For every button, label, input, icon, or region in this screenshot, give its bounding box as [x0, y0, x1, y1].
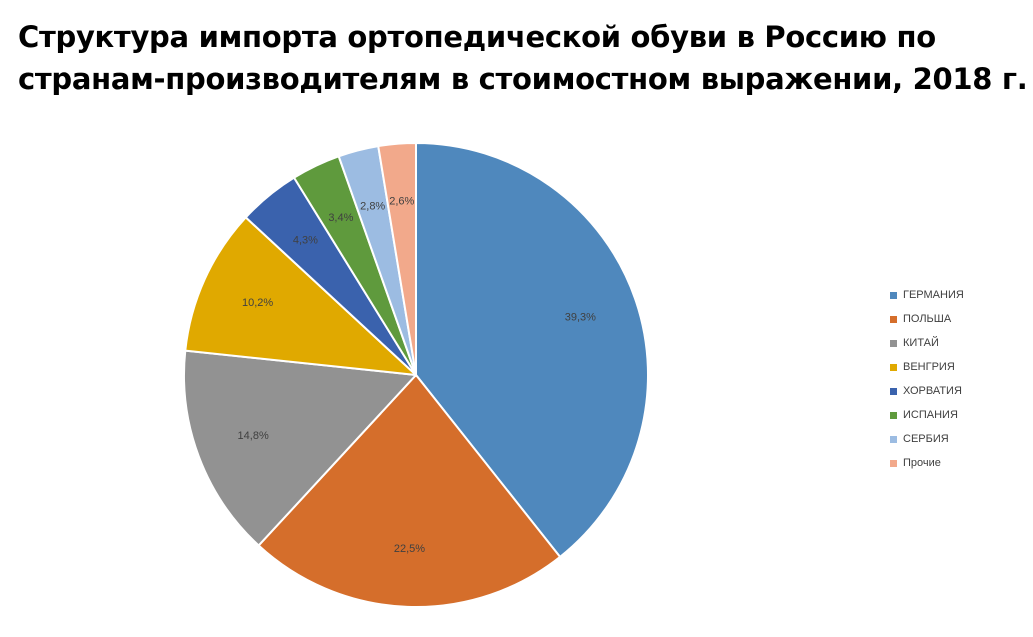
legend-label: СЕРБИЯ	[903, 433, 949, 445]
data-label-4: 10,2%	[242, 297, 273, 309]
legend-label: ПОЛЬША	[903, 313, 952, 325]
chart-title: Структура импорта ортопедической обуви в…	[18, 20, 1028, 96]
legend-item-5: ХОРВАТИЯ	[890, 379, 964, 403]
pie-slice-8	[377, 142, 417, 376]
pie-slice-2	[257, 374, 562, 608]
legend-item-1: ГЕРМАНИЯ	[890, 283, 964, 307]
pie-slices	[183, 142, 649, 608]
legend-item-3: КИТАЙ	[890, 331, 964, 355]
pie-slice-1	[415, 142, 649, 558]
legend-label: ИСПАНИЯ	[903, 409, 958, 421]
legend-swatch	[890, 435, 897, 443]
legend-label: КИТАЙ	[903, 337, 939, 349]
legend-swatch	[890, 387, 897, 395]
data-label-8: 2,6%	[389, 195, 414, 207]
legend-item-7: СЕРБИЯ	[890, 427, 964, 451]
legend-label: Прочие	[903, 457, 941, 469]
legend-swatch	[890, 315, 897, 323]
pie-data-labels: 39,3% 22,5% 14,8% 10,2% 4,3% 3,4% 2,8% 2,6%	[238, 195, 597, 554]
legend-item-6: ИСПАНИЯ	[890, 403, 964, 427]
legend-swatch	[890, 411, 897, 419]
legend-swatch	[890, 339, 897, 347]
data-label-7: 2,8%	[360, 200, 385, 212]
data-label-5: 4,3%	[293, 235, 318, 247]
legend-swatch	[890, 291, 897, 299]
legend-swatch	[890, 459, 897, 467]
legend-item-2: ПОЛЬША	[890, 307, 964, 331]
legend-swatch	[890, 363, 897, 371]
legend-item-4: ВЕНГРИЯ	[890, 355, 964, 379]
legend: ГЕРМАНИЯ ПОЛЬША КИТАЙ ВЕНГРИЯ ХОРВАТИЯ ИСПАНИ…	[890, 283, 964, 475]
legend-item-8: Прочие	[890, 451, 964, 475]
pie-slice-3	[183, 349, 417, 547]
data-label-3: 14,8%	[238, 430, 269, 442]
legend-label: ХОРВАТИЯ	[903, 385, 962, 397]
data-label-1: 39,3%	[565, 312, 596, 324]
data-label-2: 22,5%	[394, 543, 425, 555]
pie-slice-4	[184, 216, 417, 376]
legend-label: ГЕРМАНИЯ	[903, 289, 964, 301]
data-label-6: 3,4%	[328, 212, 353, 224]
legend-label: ВЕНГРИЯ	[903, 361, 955, 373]
